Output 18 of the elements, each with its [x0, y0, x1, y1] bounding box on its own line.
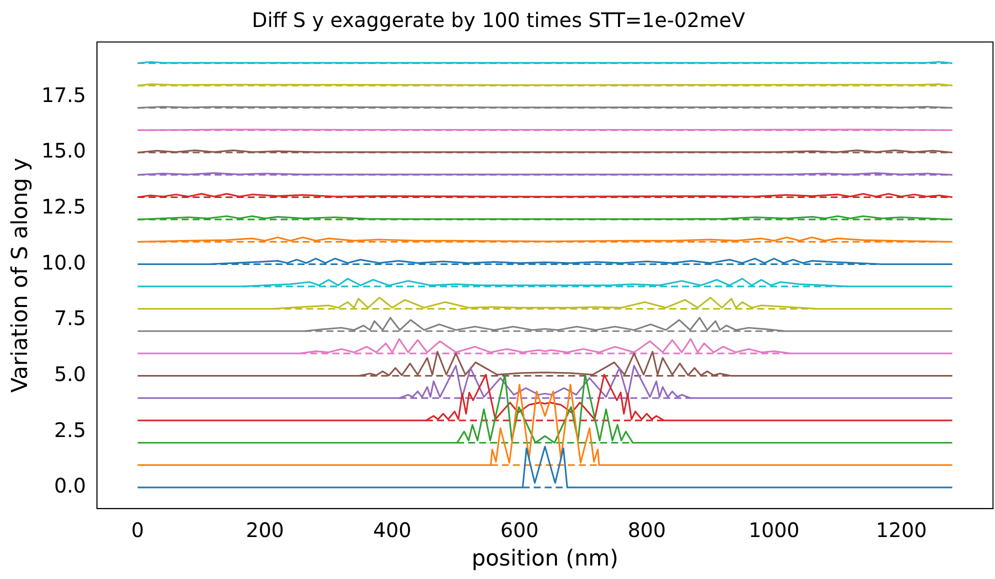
chart-title: Diff S y exaggerate by 100 times STT=1e-02meV — [252, 8, 746, 32]
y-tick-label: 0.0 — [54, 474, 86, 498]
y-tick-label: 17.5 — [41, 82, 86, 107]
y-tick-label: 7.5 — [54, 306, 86, 330]
x-tick-label: 400 — [373, 518, 412, 542]
y-tick-label: 10.0 — [41, 250, 86, 274]
y-axis-title: Variation of S along y — [8, 158, 33, 393]
y-tick-label: 12.5 — [41, 194, 86, 219]
y-tick-label: 15.0 — [41, 138, 86, 163]
x-tick-label: 1000 — [748, 518, 800, 542]
x-tick-label: 1200 — [876, 518, 927, 542]
y-tick-label: 5.0 — [54, 362, 86, 386]
y-tick-label: 2.5 — [54, 418, 86, 442]
x-tick-label: 0 — [131, 518, 144, 542]
x-tick-label: 800 — [628, 518, 666, 542]
x-tick-label: 200 — [246, 518, 284, 542]
x-axis-title: position (nm) — [472, 546, 618, 572]
x-tick-label: 600 — [500, 518, 539, 542]
